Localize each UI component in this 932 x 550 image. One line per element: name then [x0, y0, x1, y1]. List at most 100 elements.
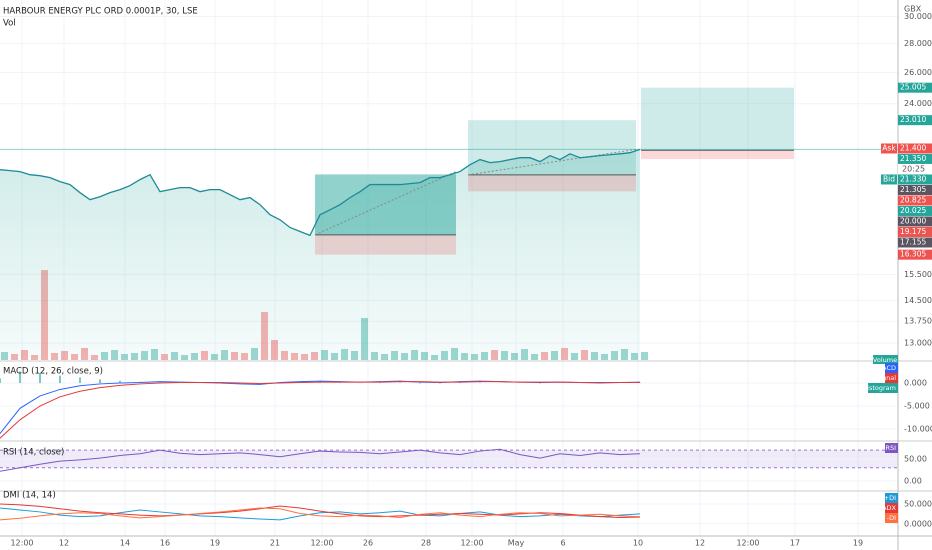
price-label-box: [898, 82, 932, 93]
series-tag: MACD: [877, 364, 896, 372]
x-tick-label: 12: [695, 539, 705, 548]
price-label: 21.305: [900, 185, 926, 194]
y-tick-label: 30.000: [904, 12, 932, 21]
series-tag: RSI: [885, 444, 896, 452]
price-line: [0, 148, 641, 237]
currency: GBX: [904, 5, 922, 14]
price-label: 19.175: [900, 227, 926, 236]
price-label: 21.350: [900, 154, 926, 163]
series-tag: Signal: [876, 374, 896, 382]
price-label-box: [898, 184, 932, 195]
position-target: [641, 87, 794, 151]
histogram-bar: [79, 377, 81, 384]
price-area: [0, 149, 640, 360]
volume-legend: Vol: [3, 19, 16, 29]
indicator-line: [0, 507, 641, 521]
position-stop: [468, 174, 636, 192]
price-label-box: [898, 237, 932, 248]
x-tick-label: 28: [421, 539, 431, 548]
histogram-bar: [59, 375, 61, 384]
x-tick-label: 12: [59, 539, 69, 548]
histogram-bar: [319, 382, 321, 384]
price-label: 20.025: [900, 206, 926, 215]
y-tick-label: 14.500: [904, 296, 932, 305]
plot-layer: [0, 0, 932, 536]
price-label-box: [898, 174, 932, 185]
y-tick-label: 0.000: [904, 379, 927, 388]
price-label: 20.000: [900, 216, 926, 225]
price-label-box: [898, 249, 932, 260]
price-label-box: [898, 115, 932, 126]
price-label: 21.330: [900, 174, 926, 183]
x-tick-label: 6: [560, 539, 565, 548]
position-path: [467, 148, 637, 176]
histogram-bar: [39, 372, 41, 384]
macd-title: MACD (12, 26, close, 9): [3, 367, 103, 377]
series-tag-box: [885, 503, 898, 513]
price-label: 17.155: [900, 237, 926, 246]
position-stop: [641, 150, 794, 160]
series-tag: -DI: [887, 514, 896, 522]
price-label-tag: Bid: [883, 174, 895, 183]
x-tick-label: 19: [853, 539, 863, 548]
x-tick-label: 12:00: [310, 539, 333, 548]
countdown-box: [898, 163, 932, 174]
rsi-title: RSI (14, close): [3, 448, 64, 458]
y-tick-label: -10.000: [904, 425, 932, 434]
indicator-line: [0, 507, 641, 521]
histogram-bar: [299, 382, 301, 384]
volume-tag-label: Volume: [873, 356, 897, 364]
y-tick-label: 24.000: [904, 99, 932, 108]
position-path: [314, 171, 457, 236]
position-target: [468, 120, 636, 175]
histogram-bar: [0, 378, 1, 384]
x-tick-label: 12:00: [736, 539, 759, 548]
price-label-tag-box: [881, 174, 897, 185]
histogram-bar: [119, 380, 121, 384]
price-label: 16.305: [900, 250, 926, 259]
volume-bar: [641, 352, 648, 360]
histogram-bar: [259, 383, 261, 384]
price-label-box: [898, 216, 932, 227]
x-tick-label: 19: [210, 539, 220, 548]
price-label: 23.010: [900, 115, 926, 124]
y-tick-label: 13.750: [904, 317, 932, 326]
position-target: [315, 174, 456, 235]
x-tick-label: 17: [790, 539, 800, 548]
x-tick-label: 10: [633, 539, 643, 548]
price-label-tag-box: [881, 143, 897, 154]
y-tick-label: -5.000: [904, 402, 930, 411]
series-tag: ADX: [882, 504, 896, 512]
y-tick-label: 15.500: [904, 270, 932, 279]
histogram-bar: [139, 381, 141, 384]
price-label-box: [898, 205, 932, 216]
x-tick-label: 14: [120, 539, 130, 548]
series-tag-box: [885, 493, 898, 503]
price-label-box: [898, 153, 932, 164]
y-tick-label: 28.000: [904, 39, 932, 48]
series-tag-box: [885, 443, 898, 453]
symbol-title: HARBOUR ENERGY PLC ORD 0.0001P, 30, LSE: [3, 7, 198, 17]
series-tag-box: [868, 383, 898, 393]
y-tick-label: 26.000: [904, 68, 932, 77]
price-label-box: [898, 226, 932, 237]
series-tag: Histogram: [862, 384, 896, 392]
x-tick-label: 21: [270, 539, 280, 548]
x-tick-label: 26: [363, 539, 373, 548]
histogram-bar: [159, 381, 161, 384]
series-tag-box: [885, 513, 898, 523]
price-label: 21.400: [900, 143, 926, 152]
series-tag-box: [885, 373, 898, 383]
series-tag-box: [885, 363, 898, 373]
histogram-bar: [19, 371, 21, 384]
histogram-bar: [99, 379, 101, 384]
price-label-tag: Ask: [882, 143, 896, 152]
x-tick-label: 16: [160, 539, 170, 548]
price-label-box: [898, 195, 932, 206]
y-tick-label: 0.0000: [904, 519, 932, 528]
y-tick-label: 50.00: [904, 454, 927, 463]
countdown: 20:25: [902, 164, 925, 173]
x-tick-label: May: [508, 539, 525, 548]
x-tick-label: 12:00: [10, 539, 33, 548]
